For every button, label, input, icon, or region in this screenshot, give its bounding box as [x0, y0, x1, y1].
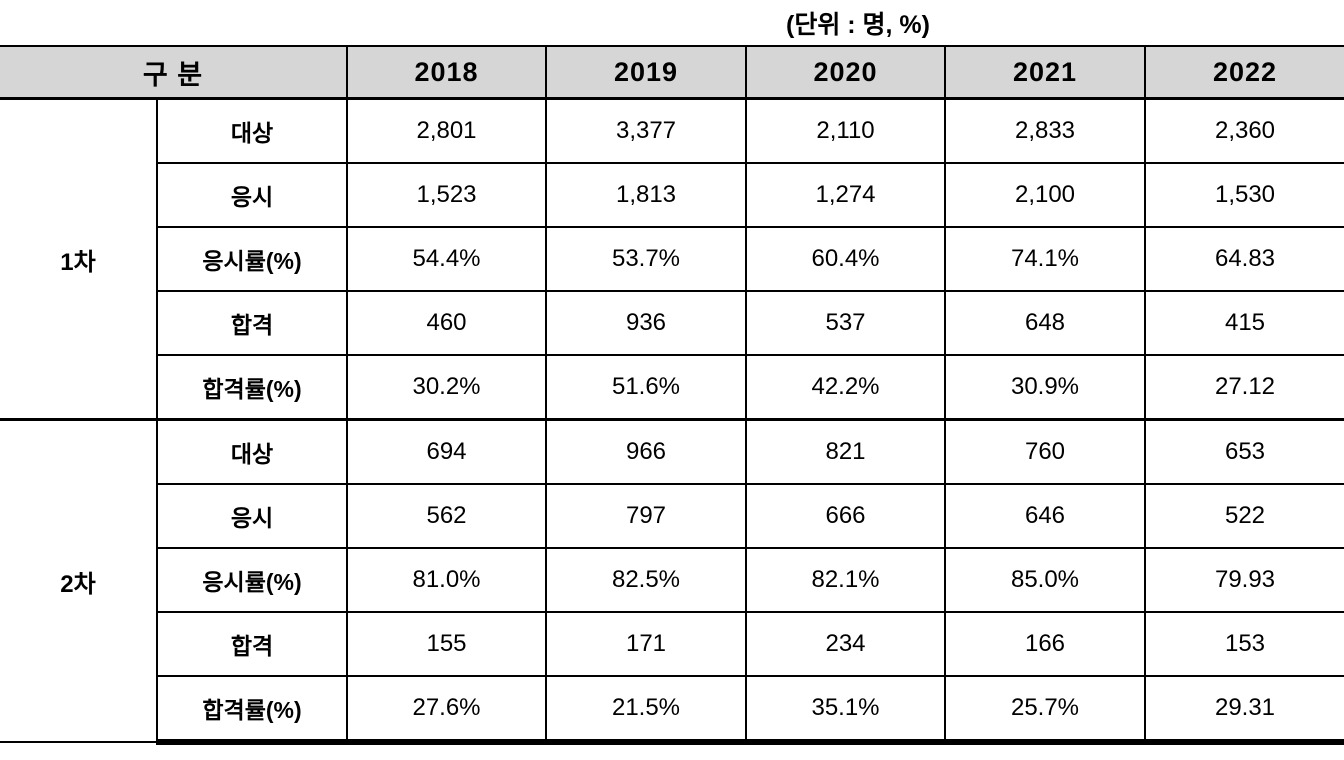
row-label: 합격 — [156, 290, 348, 356]
group-label-round1: 1차 — [0, 97, 158, 421]
exam-statistics-table: 구 분 2018 2019 2020 2021 2022 1차 대상 2,801… — [0, 45, 1344, 745]
table-row: 합격 155 171 234 166 153 — [0, 611, 1344, 677]
table-cell: 166 — [944, 611, 1146, 677]
table-cell: 153 — [1144, 611, 1344, 677]
row-label: 합격률(%) — [156, 675, 348, 745]
row-label: 응시 — [156, 162, 348, 228]
table-row: 응시 562 797 666 646 522 — [0, 483, 1344, 549]
table-cell: 522 — [1144, 483, 1344, 549]
header-year-2022: 2022 — [1144, 45, 1344, 100]
table-cell: 85.0% — [944, 547, 1146, 613]
table-cell: 155 — [346, 611, 547, 677]
table-cell: 821 — [745, 418, 946, 485]
table-cell: 1,274 — [745, 162, 946, 228]
table-cell: 1,523 — [346, 162, 547, 228]
table-cell: 562 — [346, 483, 547, 549]
table-cell: 1,813 — [545, 162, 747, 228]
header-year-2020: 2020 — [745, 45, 946, 100]
table-row: 2차 대상 694 966 821 760 653 — [0, 418, 1344, 743]
row-label: 응시 — [156, 483, 348, 549]
header-category: 구 분 — [0, 45, 348, 100]
table-cell: 54.4% — [346, 226, 547, 292]
row-label: 대상 — [156, 97, 348, 164]
table-cell: 30.9% — [944, 354, 1146, 421]
table-row: 응시 1,523 1,813 1,274 2,100 1,530 — [0, 162, 1344, 228]
table-cell: 415 — [1144, 290, 1344, 356]
table-cell: 53.7% — [545, 226, 747, 292]
header-year-2018: 2018 — [346, 45, 547, 100]
table-cell: 30.2% — [346, 354, 547, 421]
group-label-round2: 2차 — [0, 418, 158, 743]
unit-note: (단위 : 명, %) — [786, 11, 930, 39]
table-cell: 64.83 — [1144, 226, 1344, 292]
table-row: 1차 대상 2,801 3,377 2,110 2,833 2,360 — [0, 97, 1344, 421]
table-cell: 25.7% — [944, 675, 1146, 745]
table-cell: 42.2% — [745, 354, 946, 421]
table-cell: 60.4% — [745, 226, 946, 292]
table-cell: 74.1% — [944, 226, 1146, 292]
table-cell: 460 — [346, 290, 547, 356]
table-cell: 537 — [745, 290, 946, 356]
header-row: 구 분 2018 2019 2020 2021 2022 — [0, 45, 1344, 100]
table-cell: 21.5% — [545, 675, 747, 745]
table-cell: 29.31 — [1144, 675, 1344, 745]
table-cell: 2,100 — [944, 162, 1146, 228]
row-label: 대상 — [156, 418, 348, 485]
table-cell: 694 — [346, 418, 547, 485]
table-cell: 79.93 — [1144, 547, 1344, 613]
table-row: 합격률(%) 30.2% 51.6% 42.2% 30.9% 27.12 — [0, 354, 1344, 421]
table-row: 합격률(%) 27.6% 21.5% 35.1% 25.7% 29.31 — [0, 675, 1344, 745]
table-row: 합격 460 936 537 648 415 — [0, 290, 1344, 356]
table-cell: 234 — [745, 611, 946, 677]
table-cell: 171 — [545, 611, 747, 677]
row-label: 응시률(%) — [156, 226, 348, 292]
table-cell: 3,377 — [545, 97, 747, 164]
table-row: 응시률(%) 54.4% 53.7% 60.4% 74.1% 64.83 — [0, 226, 1344, 292]
table-cell: 81.0% — [346, 547, 547, 613]
table-cell: 82.1% — [745, 547, 946, 613]
table-cell: 2,360 — [1144, 97, 1344, 164]
table-cell: 936 — [545, 290, 747, 356]
table-cell: 2,801 — [346, 97, 547, 164]
row-label: 합격 — [156, 611, 348, 677]
row-label: 합격률(%) — [156, 354, 348, 421]
table-row: 응시률(%) 81.0% 82.5% 82.1% 85.0% 79.93 — [0, 547, 1344, 613]
table-cell: 1,530 — [1144, 162, 1344, 228]
table-cell: 666 — [745, 483, 946, 549]
table-cell: 2,110 — [745, 97, 946, 164]
table-cell: 797 — [545, 483, 747, 549]
header-year-2019: 2019 — [545, 45, 747, 100]
table-cell: 2,833 — [944, 97, 1146, 164]
table-cell: 966 — [545, 418, 747, 485]
table-cell: 27.12 — [1144, 354, 1344, 421]
table-cell: 51.6% — [545, 354, 747, 421]
row-label: 응시률(%) — [156, 547, 348, 613]
table-cell: 653 — [1144, 418, 1344, 485]
table-cell: 760 — [944, 418, 1146, 485]
table-cell: 82.5% — [545, 547, 747, 613]
table-cell: 27.6% — [346, 675, 547, 745]
header-year-2021: 2021 — [944, 45, 1146, 100]
table-cell: 648 — [944, 290, 1146, 356]
table-cell: 35.1% — [745, 675, 946, 745]
table-cell: 646 — [944, 483, 1146, 549]
